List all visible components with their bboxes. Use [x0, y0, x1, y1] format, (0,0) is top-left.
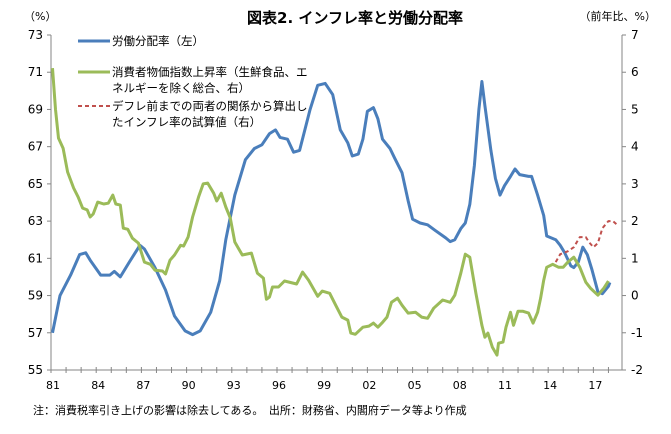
right-tick-label: 0 — [631, 289, 639, 303]
x-tick-label: 87 — [136, 379, 150, 392]
left-tick-label: 69 — [28, 102, 43, 116]
right-axis-unit: （前年比、%） — [580, 9, 656, 23]
x-tick-label: 96 — [272, 379, 286, 392]
left-tick-label: 63 — [28, 214, 43, 228]
x-tick-label: 84 — [91, 379, 105, 392]
right-tick-label: 3 — [631, 177, 639, 191]
right-tick-label: -1 — [631, 326, 643, 340]
right-tick-label: 7 — [631, 28, 639, 42]
right-tick-label: 4 — [631, 140, 639, 154]
x-tick-label: 14 — [543, 379, 557, 392]
x-tick-label: 90 — [182, 379, 196, 392]
left-tick-label: 71 — [28, 65, 43, 79]
chart-title: 図表2. インフレ率と労働分配率 — [247, 9, 463, 27]
left-tick-label: 65 — [28, 177, 43, 191]
left-tick-label: 67 — [28, 140, 43, 154]
right-tick-label: 6 — [631, 65, 639, 79]
x-tick-label: 02 — [362, 379, 376, 392]
x-tick-label: 08 — [453, 379, 467, 392]
footnote: 注：消費税率引き上げの影響は除去してある。 出所：財務省、内閣府データ等より作成 — [33, 403, 467, 417]
series-line-2 — [554, 220, 619, 263]
series-line-0 — [51, 80, 612, 337]
x-tick-label: 93 — [227, 379, 241, 392]
x-tick-label: 81 — [46, 379, 60, 392]
right-tick-label: -2 — [631, 363, 643, 377]
right-tick-label: 5 — [631, 102, 639, 116]
x-tick-label: 11 — [498, 379, 512, 392]
legend-label-1: 消費者物価指数上昇率（生鮮食品、エ — [112, 65, 308, 79]
legend-label-0: 労働分配率（左） — [112, 34, 204, 48]
legend-label-2: デフレ前までの両者の関係から算出し — [112, 99, 308, 113]
legend-label-1: ネルギーを除く総合、右） — [112, 81, 250, 95]
legend-label-2: たインフレ率の試算値（右） — [112, 115, 261, 129]
left-tick-label: 57 — [28, 326, 43, 340]
right-tick-label: 1 — [631, 251, 639, 265]
right-tick-label: 2 — [631, 214, 639, 228]
left-axis-unit: （%） — [24, 10, 56, 23]
x-tick-label: 17 — [588, 379, 602, 392]
left-tick-label: 59 — [28, 289, 43, 303]
series-line-1 — [51, 67, 610, 357]
series-lines — [51, 67, 619, 357]
x-tick-label: 05 — [408, 379, 422, 392]
x-tick-label: 99 — [317, 379, 331, 392]
left-tick-label: 61 — [28, 251, 43, 265]
left-tick-label: 55 — [28, 363, 43, 377]
left-tick-label: 73 — [28, 28, 43, 42]
